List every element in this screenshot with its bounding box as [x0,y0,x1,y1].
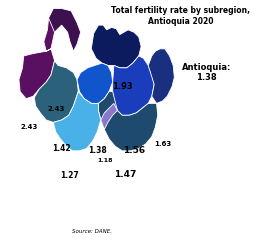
Polygon shape [98,91,158,151]
Text: 1.38: 1.38 [88,146,107,155]
Text: 1.93: 1.93 [112,82,133,91]
Polygon shape [101,103,117,130]
Polygon shape [44,8,81,51]
Text: 1.27: 1.27 [60,171,79,180]
Text: 1.56: 1.56 [123,146,145,155]
Polygon shape [19,18,55,99]
Polygon shape [113,56,154,115]
Text: 1.42: 1.42 [52,144,71,153]
Text: Source: DANE.: Source: DANE. [73,229,112,234]
Text: 1.47: 1.47 [115,170,137,179]
Text: Total fertility rate by subregion,
Antioquia 2020: Total fertility rate by subregion, Antio… [111,6,250,25]
Text: 1.18: 1.18 [98,158,113,163]
Polygon shape [77,63,113,103]
Text: 2.43: 2.43 [47,106,64,112]
Text: 1.63: 1.63 [154,141,171,147]
Polygon shape [53,91,101,151]
Polygon shape [34,61,78,122]
Polygon shape [148,49,174,103]
Text: Antioquia:
1.38: Antioquia: 1.38 [182,63,231,83]
Text: 2.43: 2.43 [21,124,38,130]
Polygon shape [91,25,141,68]
